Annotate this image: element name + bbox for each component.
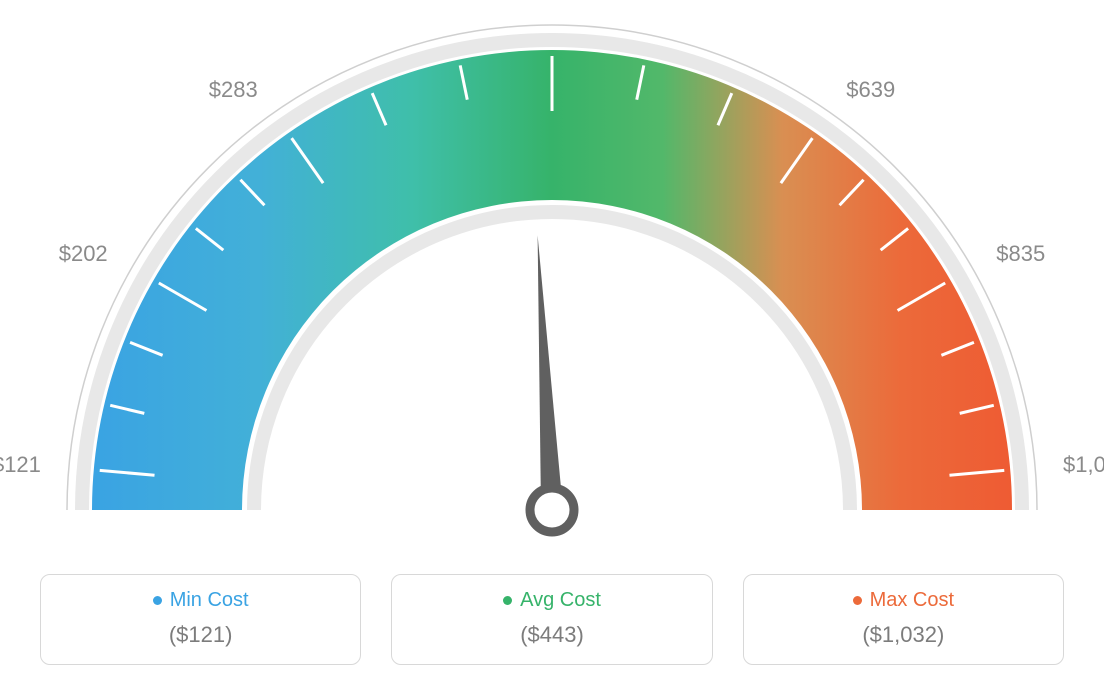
gauge-area: $121$202$283$443$639$835$1,032 <box>0 0 1104 560</box>
min-cost-value: ($121) <box>51 622 350 648</box>
min-cost-card: Min Cost ($121) <box>40 574 361 665</box>
max-cost-card: Max Cost ($1,032) <box>743 574 1064 665</box>
chart-container: $121$202$283$443$639$835$1,032 Min Cost … <box>0 0 1104 690</box>
avg-cost-label: Avg Cost <box>520 589 601 612</box>
gauge-scale-label: $639 <box>846 77 895 103</box>
gauge-scale-label: $1,032 <box>1063 452 1104 478</box>
avg-cost-dot-icon <box>503 596 512 605</box>
min-cost-title: Min Cost <box>153 589 249 612</box>
avg-cost-value: ($443) <box>402 622 701 648</box>
min-cost-label: Min Cost <box>170 589 249 612</box>
gauge-scale-label: $121 <box>0 452 41 478</box>
max-cost-title: Max Cost <box>853 589 954 612</box>
max-cost-dot-icon <box>853 596 862 605</box>
min-cost-dot-icon <box>153 596 162 605</box>
gauge-scale-label: $202 <box>59 241 108 267</box>
summary-cards-row: Min Cost ($121) Avg Cost ($443) Max Cost… <box>40 574 1064 665</box>
max-cost-value: ($1,032) <box>754 622 1053 648</box>
gauge-scale-label: $835 <box>996 241 1045 267</box>
gauge-svg <box>0 0 1104 560</box>
avg-cost-card: Avg Cost ($443) <box>391 574 712 665</box>
max-cost-label: Max Cost <box>870 589 954 612</box>
avg-cost-title: Avg Cost <box>503 589 601 612</box>
gauge-scale-label: $283 <box>209 77 258 103</box>
